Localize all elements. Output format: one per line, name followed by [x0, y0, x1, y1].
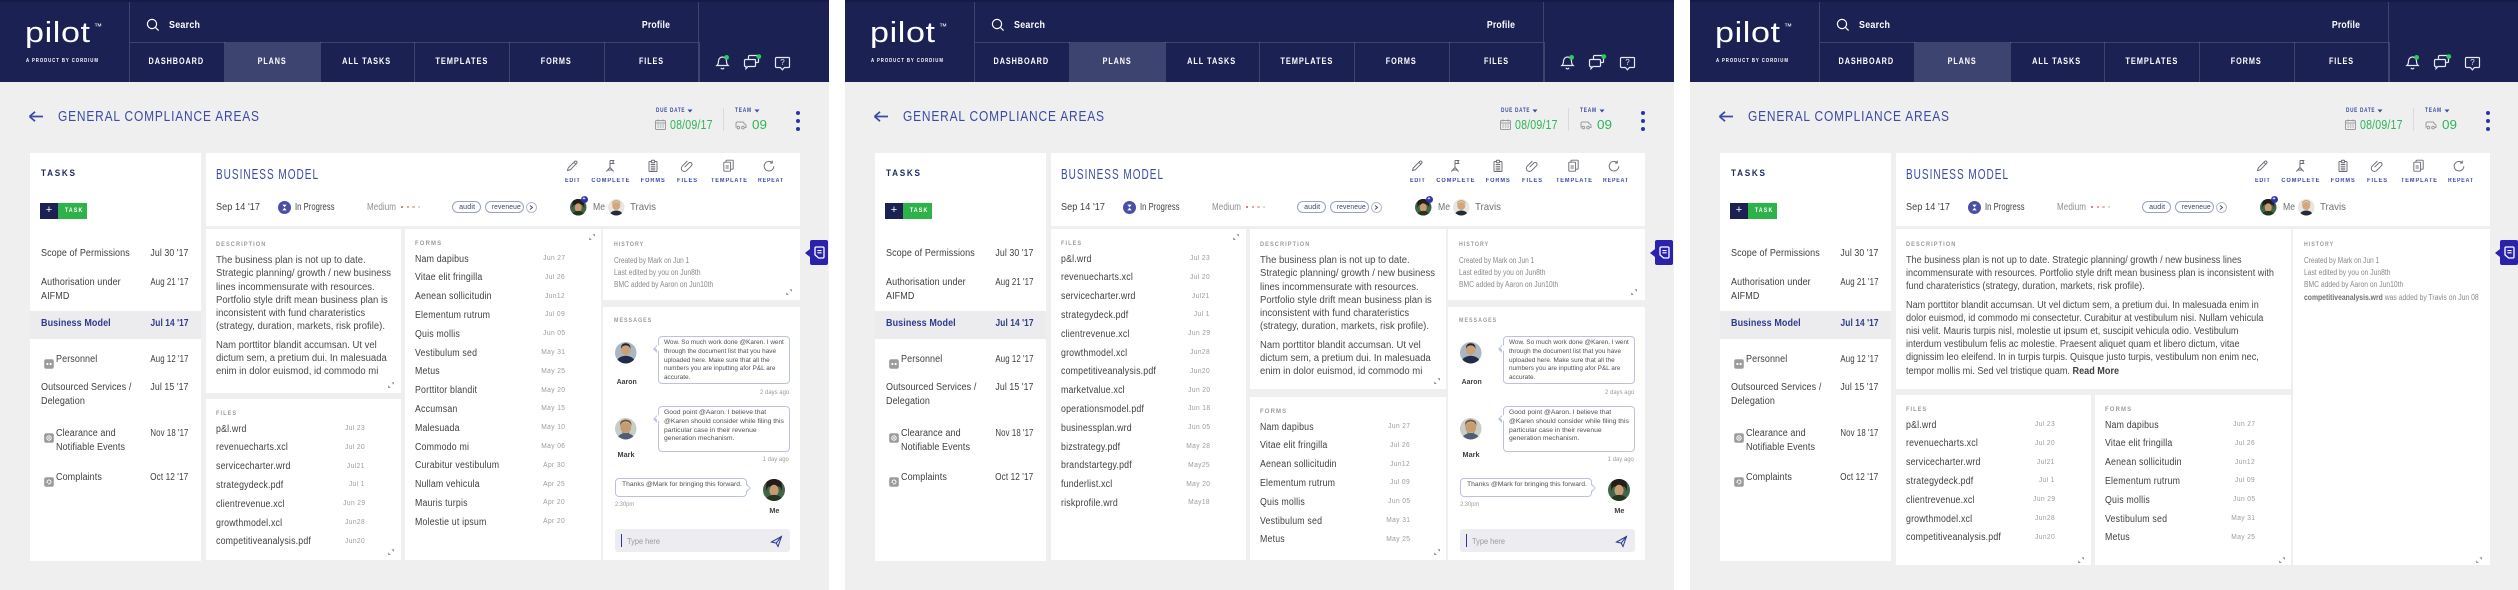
- svg-text:?: ?: [1625, 58, 1630, 67]
- svg-text:?: ?: [780, 58, 785, 67]
- svg-text:?: ?: [2470, 58, 2475, 67]
